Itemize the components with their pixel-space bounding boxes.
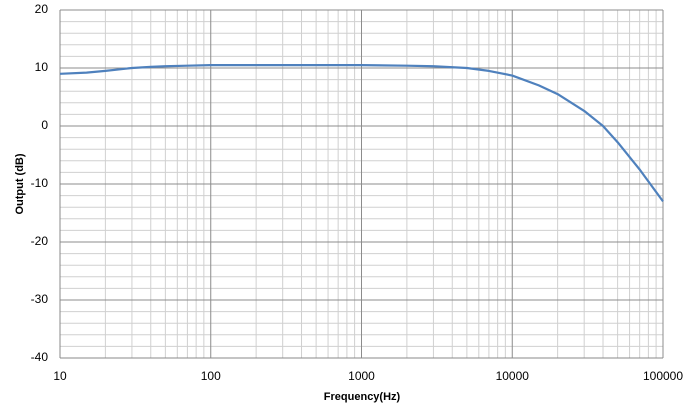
y-axis-title: Output (dB) [14, 153, 26, 214]
x-tick-label: 10 [53, 369, 67, 383]
y-tick-label: -40 [31, 350, 49, 364]
x-tick-label: 1000 [348, 369, 375, 383]
x-axis-title: Frequency(Hz) [324, 391, 401, 403]
y-tick-label: 0 [41, 118, 48, 132]
y-tick-label: -30 [31, 292, 49, 306]
y-tick-label: -20 [31, 234, 49, 248]
data-line [59, 63, 664, 203]
y-tick-label: 10 [35, 60, 49, 74]
y-tick-label: 20 [35, 2, 49, 16]
x-tick-label: 100 [201, 369, 221, 383]
x-tick-label: 100000 [643, 369, 683, 383]
y-tick-label: -10 [31, 176, 49, 190]
x-tick-label: 10000 [496, 369, 530, 383]
